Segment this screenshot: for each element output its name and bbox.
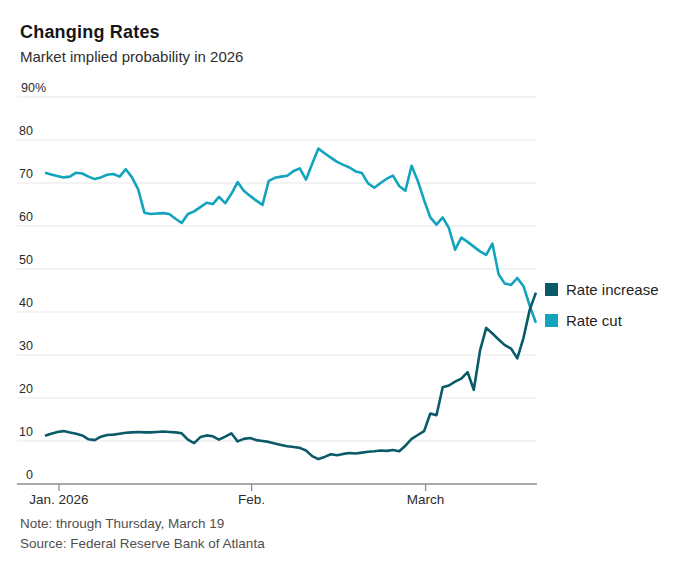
chart-legend: Rate increase Rate cut — [545, 281, 659, 343]
legend-label-rate-cut: Rate cut — [566, 312, 622, 329]
y-axis-label: 30 — [19, 339, 33, 353]
source-line: Source: Federal Reserve Bank of Atlanta — [20, 534, 265, 554]
series-line-rate-cut — [45, 149, 536, 323]
y-axis-label: 80 — [19, 124, 33, 138]
rate-cut-swatch-icon — [545, 314, 558, 327]
y-axis-label: 0 — [26, 468, 33, 482]
y-axis-label: 60 — [19, 210, 33, 224]
y-axis-label: 90% — [21, 81, 46, 95]
x-axis-label: Jan. 2026 — [29, 492, 88, 507]
y-axis-label: 50 — [19, 253, 33, 267]
rate-increase-swatch-icon — [545, 283, 558, 296]
x-axis-label: March — [407, 492, 445, 507]
y-axis-label: 20 — [19, 382, 33, 396]
y-axis-label: 70 — [19, 167, 33, 181]
legend-label-rate-increase: Rate increase — [566, 281, 659, 298]
y-axis-label: 40 — [19, 296, 33, 310]
chart-notes: Note: through Thursday, March 19 Source:… — [20, 514, 265, 554]
legend-item-rate-increase: Rate increase — [545, 281, 659, 298]
y-axis-label: 10 — [19, 425, 33, 439]
legend-item-rate-cut: Rate cut — [545, 312, 659, 329]
note-line: Note: through Thursday, March 19 — [20, 514, 265, 534]
x-axis-label: Feb. — [238, 492, 265, 507]
chart-card: Changing Rates Market implied probabilit… — [0, 0, 680, 576]
series-line-rate-increase — [45, 293, 536, 460]
